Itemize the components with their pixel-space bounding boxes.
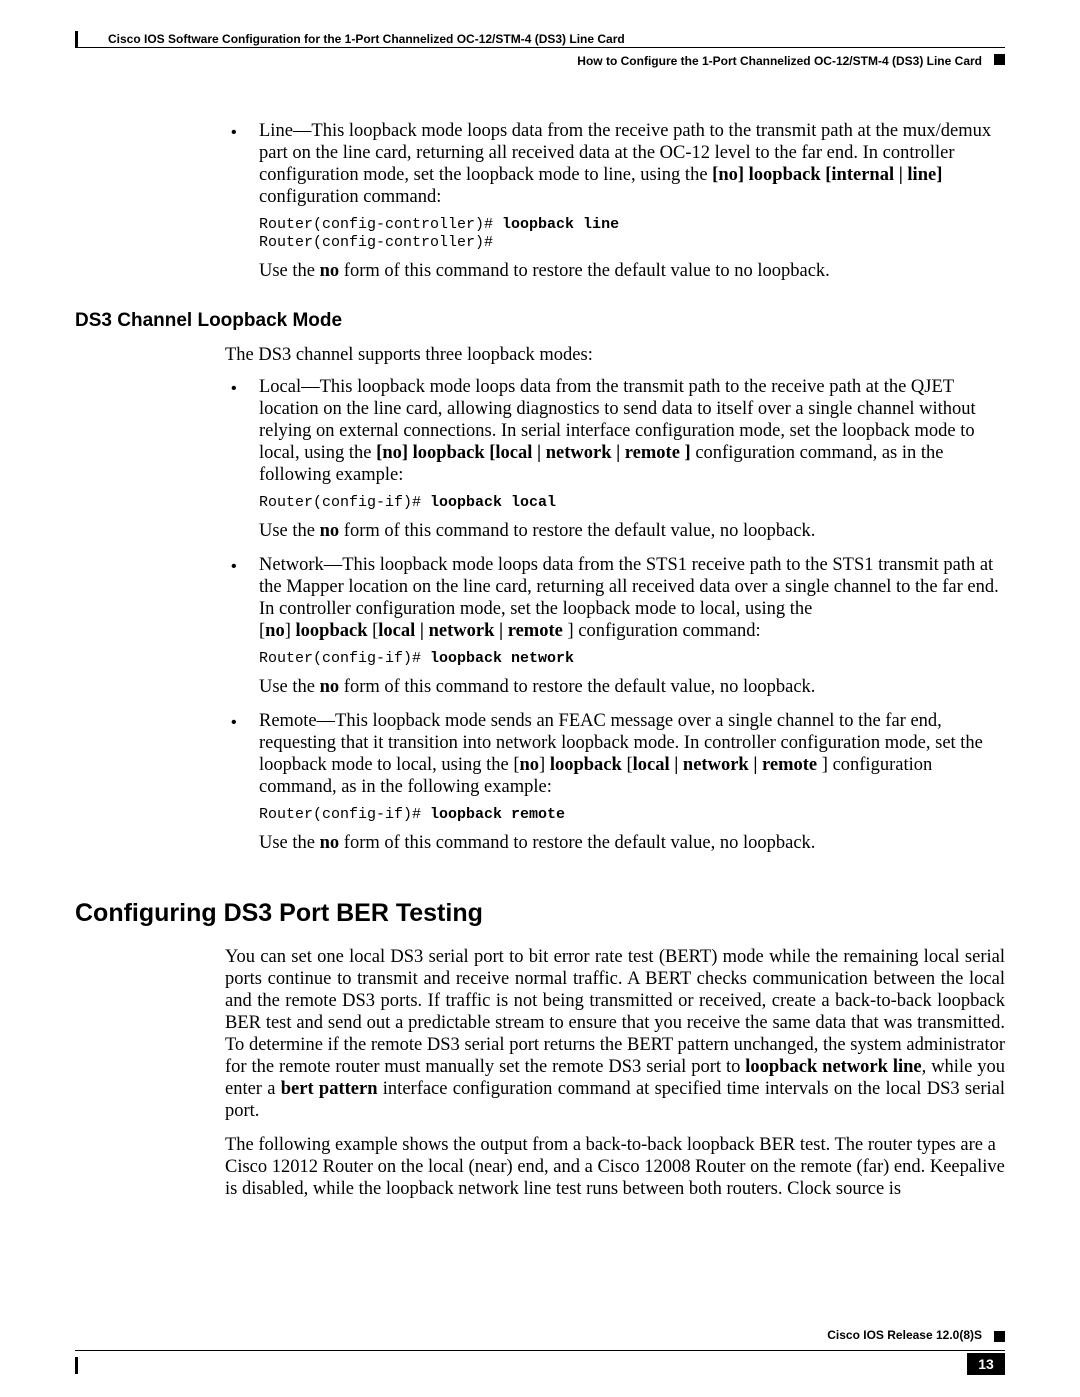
text: Network—This loopback mode loops data fr… (259, 555, 999, 619)
header-crop-mark (75, 31, 78, 48)
heading-bert: Configuring DS3 Port BER Testing (75, 899, 1005, 928)
text: form of this command to restore the defa… (339, 521, 815, 541)
footer-release: Cisco IOS Release 12.0(8)S (827, 1328, 982, 1342)
text: Use the (259, 261, 320, 281)
ds3-intro: The DS3 channel supports three loopback … (225, 344, 1005, 366)
header-title: Cisco IOS Software Configuration for the… (108, 32, 625, 46)
code-command: loopback network (430, 650, 574, 667)
command-text: [no] loopback [local | network | remote … (376, 443, 691, 463)
code-block: Router(config-if)# loopback remote (259, 806, 1005, 824)
bert-paragraph-2: The following example shows the output f… (225, 1134, 1005, 1200)
heading-ds3-channel: DS3 Channel Loopback Mode (75, 310, 1005, 332)
text: form of this command to restore the defa… (339, 833, 815, 853)
keyword: no (320, 833, 340, 853)
bullet-dot-icon: • (225, 120, 259, 282)
code-block: Router(config-if)# loopback network (259, 650, 1005, 668)
note-text: Use the no form of this command to resto… (259, 260, 1005, 282)
text: Use the (259, 521, 320, 541)
code-prompt: Router(config-controller)# (259, 216, 502, 233)
keyword: local | network | remote (378, 621, 567, 641)
bullet-line-loopback: • Line—This loopback mode loops data fro… (225, 120, 1005, 282)
content-area: • Line—This loopback mode loops data fro… (75, 120, 1005, 1210)
bullet-local: • Local—This loopback mode loops data fr… (225, 376, 1005, 542)
text: form of this command to restore the defa… (339, 677, 815, 697)
keyword: no (320, 261, 340, 281)
code-command: loopback remote (430, 806, 565, 823)
code-command: loopback local (430, 494, 556, 511)
keyword: local | network | remote (633, 755, 822, 775)
footer-square-icon (994, 1331, 1005, 1342)
keyword: loopback (550, 755, 622, 775)
bert-paragraph-1: You can set one local DS3 serial port to… (225, 946, 1005, 1122)
code-prompt: Router(config-if)# (259, 494, 430, 511)
text: configuration command: (259, 187, 441, 207)
command-text: [no] loopback [internal | line] (712, 165, 942, 185)
page-number: 13 (967, 1353, 1005, 1375)
keyword: no (265, 621, 285, 641)
keyword: no (520, 755, 540, 775)
note-text: Use the no form of this command to resto… (259, 832, 1005, 854)
text: Use the (259, 677, 320, 697)
text: form of this command to restore the defa… (339, 261, 830, 281)
text: Use the (259, 833, 320, 853)
note-text: Use the no form of this command to resto… (259, 676, 1005, 698)
bullet-remote: • Remote—This loopback mode sends an FEA… (225, 710, 1005, 854)
header-subtitle: How to Configure the 1-Port Channelized … (577, 54, 982, 68)
bullet-dot-icon: • (225, 554, 259, 698)
bullet-network-text: Network—This loopback mode loops data fr… (259, 554, 1005, 698)
footer-rule (75, 1350, 1005, 1351)
keyword: no (320, 521, 340, 541)
bullet-line-text: Line—This loopback mode loops data from … (259, 120, 1005, 282)
code-prompt: Router(config-if)# (259, 650, 430, 667)
code-block: Router(config-controller)# loopback line… (259, 216, 1005, 252)
header-square-icon (994, 54, 1005, 65)
footer-crop-mark (75, 1357, 78, 1374)
code-command: loopback line (502, 216, 619, 233)
keyword: bert pattern (281, 1079, 378, 1099)
note-text: Use the no form of this command to resto… (259, 520, 1005, 542)
document-page: Cisco IOS Software Configuration for the… (0, 0, 1080, 1397)
keyword: loopback network line (745, 1057, 921, 1077)
bullet-network: • Network—This loopback mode loops data … (225, 554, 1005, 698)
bullet-local-text: Local—This loopback mode loops data from… (259, 376, 1005, 542)
keyword: no (320, 677, 340, 697)
bullet-dot-icon: • (225, 376, 259, 542)
text: configuration command: (578, 621, 760, 641)
bullet-remote-text: Remote—This loopback mode sends an FEAC … (259, 710, 1005, 854)
code-block: Router(config-if)# loopback local (259, 494, 1005, 512)
bullet-dot-icon: • (225, 710, 259, 854)
code-prompt: Router(config-if)# (259, 806, 430, 823)
keyword: loopback (296, 621, 368, 641)
code-prompt: Router(config-controller)# (259, 234, 493, 251)
header-rule (75, 47, 1005, 48)
